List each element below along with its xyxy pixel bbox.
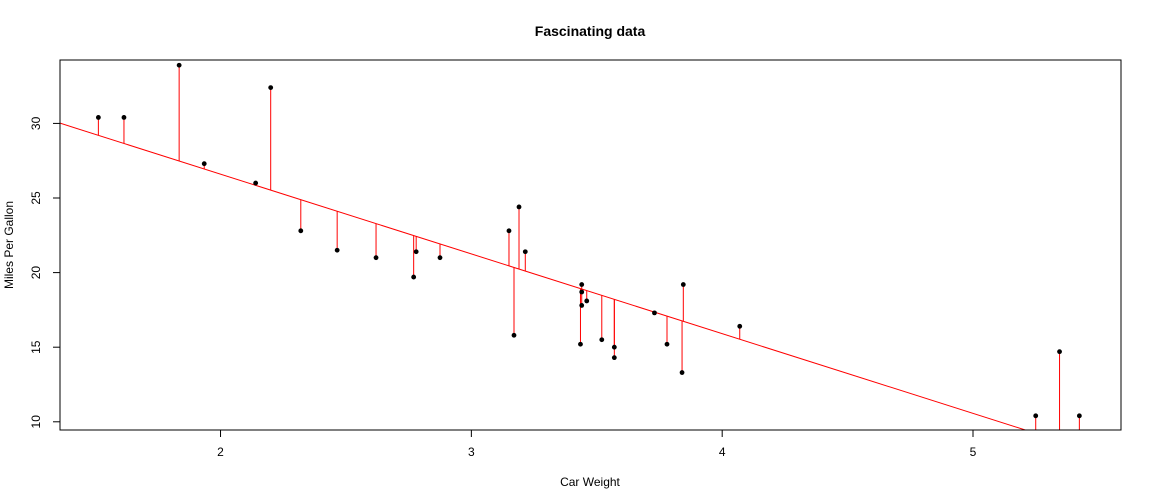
data-point (411, 274, 417, 280)
data-point (298, 228, 304, 234)
data-point (437, 255, 443, 261)
data-point (611, 355, 617, 361)
data-point (652, 310, 657, 316)
data-point (664, 341, 670, 347)
chart-title: Fascinating data (535, 23, 646, 39)
regression-line (60, 122, 1027, 430)
y-axis-label: Miles Per Gallon (2, 201, 16, 289)
data-point (579, 282, 585, 287)
data-point (253, 180, 259, 186)
data-point (201, 161, 207, 167)
data-point (95, 115, 101, 120)
x-axis-label: Car Weight (560, 475, 620, 489)
data-point (1057, 349, 1062, 355)
y-tick-label: 10 (29, 415, 43, 429)
data-point (680, 282, 686, 287)
x-tick-label: 5 (970, 445, 977, 459)
data-point (679, 370, 685, 375)
data-point (176, 62, 182, 68)
y-tick-label: 20 (29, 266, 43, 280)
data-point (334, 247, 340, 253)
data-point (611, 344, 617, 350)
plot-area (60, 62, 1082, 430)
data-point (373, 255, 379, 261)
data-point (516, 204, 522, 210)
data-point (121, 115, 127, 120)
data-point (1076, 413, 1082, 419)
plot-frame (59, 59, 1122, 431)
data-point (584, 298, 590, 304)
data-point (579, 303, 585, 308)
data-point (737, 323, 743, 329)
data-point (1033, 413, 1039, 419)
data-point (579, 289, 585, 295)
y-tick-label: 30 (29, 116, 43, 130)
y-tick-label: 25 (29, 191, 43, 205)
y-tick-label: 15 (29, 340, 43, 354)
data-point (511, 332, 517, 338)
data-point (578, 341, 583, 347)
x-tick-label: 4 (719, 445, 726, 459)
data-point (599, 337, 605, 343)
data-point (506, 228, 512, 234)
data-point (268, 85, 274, 91)
x-tick-label: 2 (217, 445, 224, 459)
data-point (522, 249, 528, 255)
data-point (413, 249, 419, 255)
axes: 2 3 4 5 10 15 20 25 30 (29, 116, 977, 459)
x-tick-label: 3 (468, 445, 475, 459)
